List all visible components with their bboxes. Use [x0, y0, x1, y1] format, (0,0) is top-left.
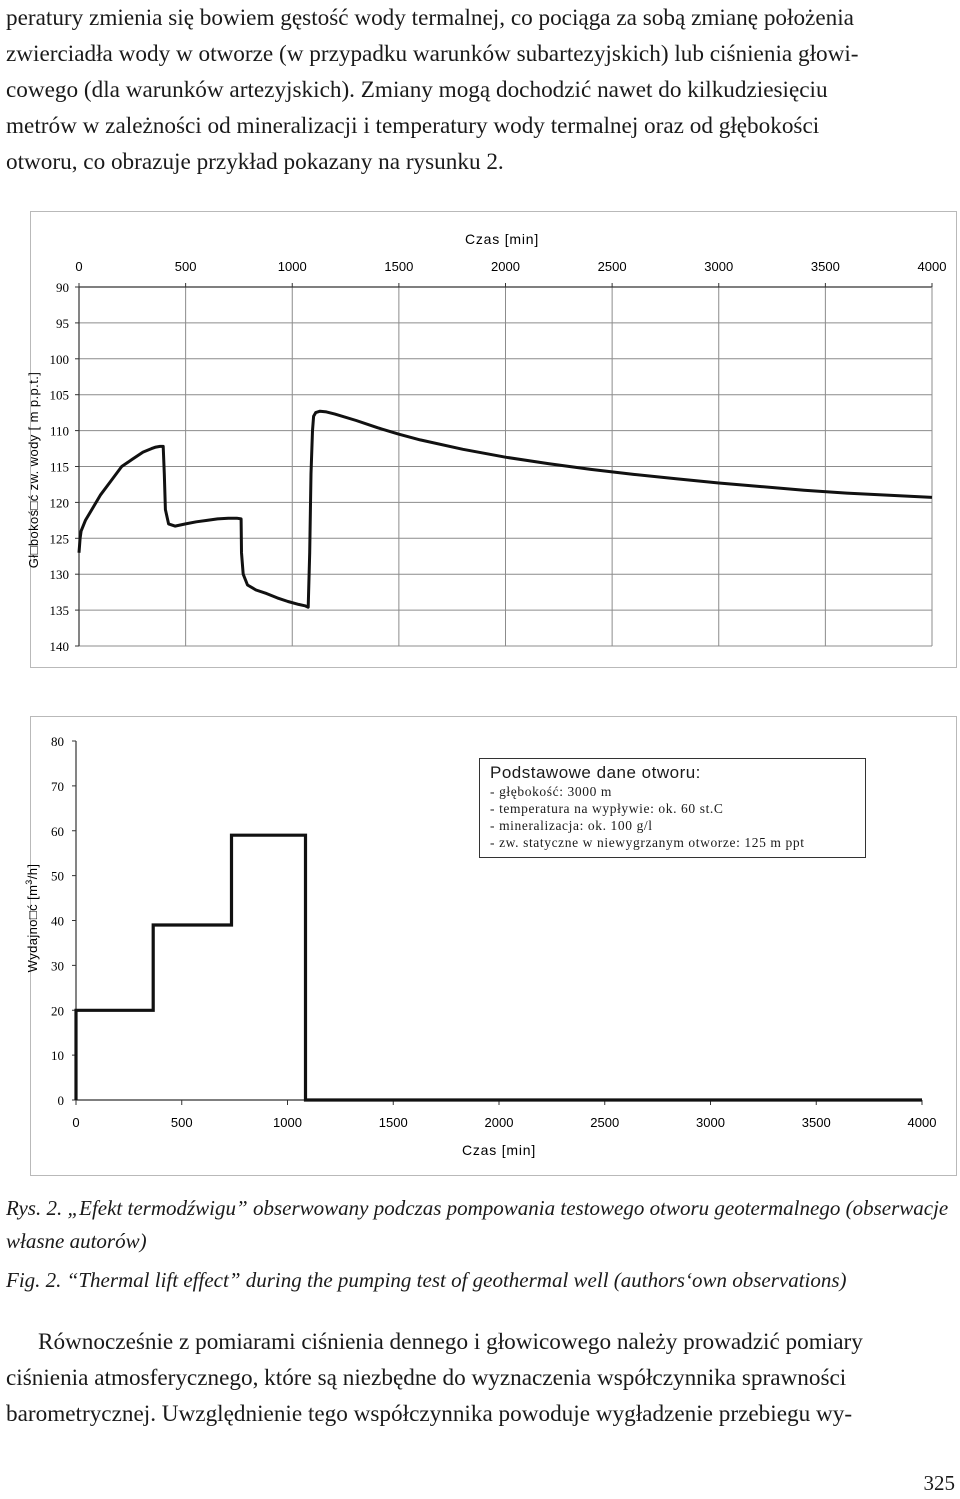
x-tick-label: 500 — [171, 1115, 193, 1130]
x-tick-label: 2500 — [598, 259, 627, 274]
chart-axes — [75, 283, 933, 647]
y-axis-label-tail: /h] — [25, 864, 40, 880]
x-tick-label: 3500 — [811, 259, 840, 274]
y-axis-label: Wydajno□ć [m3/h] — [24, 864, 40, 973]
y-tick-label: 60 — [51, 824, 64, 839]
info-line: - głębokość: 3000 m — [490, 784, 613, 799]
x-tick-label: 0 — [75, 259, 82, 274]
y-tick-label: 135 — [50, 603, 70, 618]
y-tick-label: 10 — [51, 1048, 64, 1063]
pump-rate-series-line — [74, 833, 922, 1102]
x-tick-label: 1000 — [278, 259, 307, 274]
x-axis-label: Czas [min] — [465, 231, 539, 247]
y-tick-label: 20 — [51, 1003, 64, 1018]
paragraph-line: peratury zmienia się bowiem gęstość wody… — [6, 5, 854, 31]
y-tick-label: 0 — [58, 1093, 65, 1108]
x-tick-label: 3000 — [696, 1115, 725, 1130]
x-tick-label: 1500 — [384, 259, 413, 274]
info-line: - temperatura na wypływie: ok. 60 st.C — [490, 801, 724, 816]
x-tick-label: 4000 — [908, 1115, 937, 1130]
y-axis-label: Gł□bokoś□ć zw. wody [ m p.p.t.] — [26, 372, 41, 568]
figure-caption-pl: Rys. 2. „Efekt termodźwigu” obserwowany … — [6, 1196, 949, 1253]
paragraph-line: cowego (dla warunków artezyjskich). Zmia… — [6, 77, 828, 103]
info-line: - zw. statyczne w niewygrzanym otworze: … — [490, 835, 805, 850]
x-tick-label: 500 — [175, 259, 197, 274]
y-axis-label-sup: 3 — [24, 879, 34, 884]
y-tick-label: 80 — [51, 734, 64, 749]
x-tick-label: 1500 — [379, 1115, 408, 1130]
figure-caption-en: Fig. 2. “Thermal lift effect” during the… — [6, 1268, 847, 1292]
paragraph-top: peratury zmienia się bowiem gęstość wody… — [6, 0, 956, 180]
y-tick-label: 110 — [50, 424, 69, 439]
y-tick-label: 90 — [56, 280, 69, 295]
chart-tick-labels: 0 500 1000 1500 2000 2500 3000 3500 4000 0 10 20 30 4… — [51, 734, 936, 1130]
y-tick-label: 40 — [51, 914, 64, 929]
y-tick-label: 125 — [50, 531, 70, 546]
x-tick-label: 2000 — [491, 259, 520, 274]
x-tick-label: 2000 — [485, 1115, 514, 1130]
well-info-box: Podstawowe dane otworu: - głębokość: 300… — [479, 758, 866, 858]
y-tick-label: 140 — [50, 639, 70, 654]
x-axis-label: Czas [min] — [462, 1142, 536, 1158]
chart-grid — [79, 287, 933, 647]
chart-series — [74, 833, 922, 1102]
depth-series-line — [77, 409, 933, 609]
water-depth-chart: 0 500 1000 1500 2000 2500 3000 3500 4000 90 95 100 1… — [26, 231, 947, 654]
paragraph-line: otworu, co obrazuje przykład pokazany na… — [6, 149, 504, 175]
paragraph-line: zwierciadła wody w otworze (w przypadku … — [6, 41, 859, 67]
paragraph-line: ciśnienia atmosferycznego, które są niez… — [6, 1365, 847, 1391]
y-tick-label: 105 — [50, 388, 70, 403]
y-tick-label: 130 — [50, 567, 70, 582]
page-number: 325 — [923, 1471, 956, 1495]
chart-series — [77, 409, 933, 609]
y-tick-label: 70 — [51, 779, 64, 794]
x-tick-label: 4000 — [918, 259, 947, 274]
info-line: - mineralizacja: ok. 100 g/l — [490, 818, 653, 833]
x-tick-label: 1000 — [273, 1115, 302, 1130]
paragraph-line: Równocześnie z pomiarami ciśnienia denne… — [38, 1329, 863, 1355]
paragraph-bottom: Równocześnie z pomiarami ciśnienia denne… — [6, 1324, 956, 1432]
paragraph-line: metrów w zależności od mineralizacji i t… — [6, 113, 820, 139]
x-tick-label: 2500 — [590, 1115, 619, 1130]
chart-tick-labels: 0 500 1000 1500 2000 2500 3000 3500 4000 90 95 100 1… — [50, 259, 947, 654]
x-tick-label: 3000 — [704, 259, 733, 274]
pump-rate-chart: 0 500 1000 1500 2000 2500 3000 3500 4000 0 10 20 30 4… — [24, 734, 936, 1158]
x-tick-label: 0 — [72, 1115, 79, 1130]
paragraph-line: barometrycznej. Uwzględnienie tego współ… — [6, 1401, 853, 1427]
y-axis-label-main: Wydajno□ć [m — [25, 885, 40, 973]
y-tick-label: 115 — [50, 460, 69, 475]
y-tick-label: 100 — [50, 352, 70, 367]
y-tick-label: 120 — [50, 495, 70, 510]
x-tick-label: 3500 — [802, 1115, 831, 1130]
y-tick-label: 95 — [56, 316, 69, 331]
y-tick-label: 50 — [51, 869, 64, 884]
info-title: Podstawowe dane otworu: — [490, 763, 701, 782]
y-tick-label: 30 — [51, 958, 64, 973]
